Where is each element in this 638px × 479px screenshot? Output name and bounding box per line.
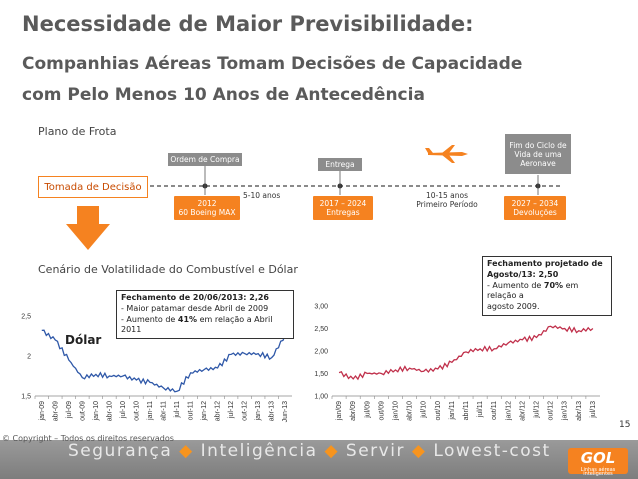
y-tick-label: 1,00 [314, 394, 328, 401]
x-tick-label: out-10 [133, 401, 140, 421]
x-tick-label: abr/09 [350, 401, 357, 421]
timeline-graphic [66, 145, 560, 250]
x-tick-label: jul-12 [228, 401, 235, 419]
series-line [338, 325, 594, 381]
x-tick-label: abr/12 [519, 401, 526, 421]
entrega-label: Entrega [318, 158, 362, 171]
x-tick-label: abr-10 [106, 401, 113, 421]
x-tick-label: abr-13 [269, 401, 276, 421]
x-tick-label: jan/10 [392, 401, 399, 421]
x-tick-label: out/12 [548, 401, 555, 421]
down-arrow-icon [66, 206, 110, 250]
dolar-chart: 1,5 2 2,5 jan-09 abr-09 jul-09 out-09 jan-10 abr… [21, 314, 292, 423]
plano-de-frota-heading: Plano de Frota [38, 125, 117, 138]
x-tick-label: jan-13 [255, 401, 262, 422]
fuel-callout: Fechamento projetado de Agosto/13: 2,50 … [482, 256, 612, 316]
x-tick-label: jul/13 [590, 401, 597, 419]
cenario-heading: Cenário de Volatilidade do Combustível e… [38, 263, 298, 276]
y-tick-label: 1,50 [314, 371, 328, 378]
x-tick-label: jan/09 [336, 401, 343, 421]
x-tick-label: jan/13 [562, 401, 569, 421]
y-tick-label: 1,5 [21, 394, 31, 401]
x-tick-label: out/09 [378, 401, 385, 421]
x-tick-label: jul/11 [477, 401, 484, 418]
x-tick-label: jul-10 [120, 401, 127, 419]
anos-5-10-label: 5-10 anos [243, 191, 281, 200]
page-subtitle-line2: com Pelo Menos 10 Anos de Antecedência [22, 85, 425, 105]
gol-logo: GOL Linhas aéreas inteligentes [568, 448, 628, 477]
y-tick-label: 2 [27, 354, 31, 361]
footer-values: Segurança ◆ Inteligência ◆ Servir ◆ Lowe… [68, 441, 551, 461]
airplane-icon [425, 145, 468, 163]
box-2017-2024: 2017 – 2024 Entregas [313, 196, 373, 220]
copyright-text: © Copyright – Todos os direitos reservad… [2, 434, 174, 443]
x-tick-label: jan-10 [93, 401, 100, 422]
x-tick-label: jan/12 [505, 401, 512, 421]
dolar-chart-label: Dólar [65, 333, 102, 347]
x-tick-label: abr/11 [463, 401, 470, 420]
x-tick-label: out-12 [242, 401, 249, 421]
x-tick-label: abr-09 [52, 401, 59, 421]
x-tick-label: jan-11 [147, 401, 154, 421]
x-tick-label: out-11 [188, 401, 195, 420]
x-tick-label: abr/10 [407, 401, 414, 421]
footer-bar [0, 440, 638, 479]
anos-10-15-label: 10-15 anos Primeiro Período [416, 191, 478, 209]
x-tick-label: out/10 [435, 401, 442, 421]
fim-do-ciclo-label: Fim do Ciclo de Vida de uma Aeronave [505, 134, 571, 174]
dolar-callout: Fechamento de 20/06/2013: 2,26 - Maior p… [116, 290, 294, 340]
x-tick-label: abr-12 [215, 401, 222, 421]
tomada-de-decisao-label: Tomada de Decisão [38, 176, 148, 198]
x-tick-label: jul-11 [174, 401, 181, 419]
page-title: Necessidade de Maior Previsibilidade: [22, 12, 474, 36]
x-tick-label: jul-09 [66, 401, 73, 419]
x-tick-label: abr-11 [161, 401, 168, 421]
x-tick-label: jul/09 [364, 401, 371, 419]
x-tick-label: jul/10 [421, 401, 428, 419]
page-number: 15 [619, 420, 631, 430]
y-tick-label: 2,50 [314, 326, 328, 333]
x-tick-label: jul/12 [534, 401, 541, 419]
page-subtitle-line1: Companhias Aéreas Tomam Decisões de Capa… [22, 54, 523, 74]
x-tick-label: jan-12 [201, 401, 208, 422]
y-tick-label: 2,00 [314, 349, 328, 356]
x-tick-label: jan-09 [39, 401, 46, 422]
y-tick-label: 3,00 [314, 304, 328, 311]
x-tick-label: Jun-13 [282, 401, 289, 423]
y-tick-label: 2,5 [21, 314, 31, 321]
fuel-chart: 1,00 1,50 2,00 2,50 3,00 jan/09 abr/09 jul/09 ou… [314, 304, 600, 421]
x-tick-label: out-09 [79, 401, 86, 421]
x-tick-label: abr/13 [576, 401, 583, 421]
x-tick-label: jan/11 [449, 401, 456, 421]
box-2027-2034: 2027 – 2034 Devoluções [504, 196, 566, 220]
box-2012: 2012 60 Boeing MAX [174, 196, 240, 220]
x-tick-label: out/11 [491, 401, 498, 420]
ordem-de-compra-label: Ordem de Compra [168, 153, 242, 166]
